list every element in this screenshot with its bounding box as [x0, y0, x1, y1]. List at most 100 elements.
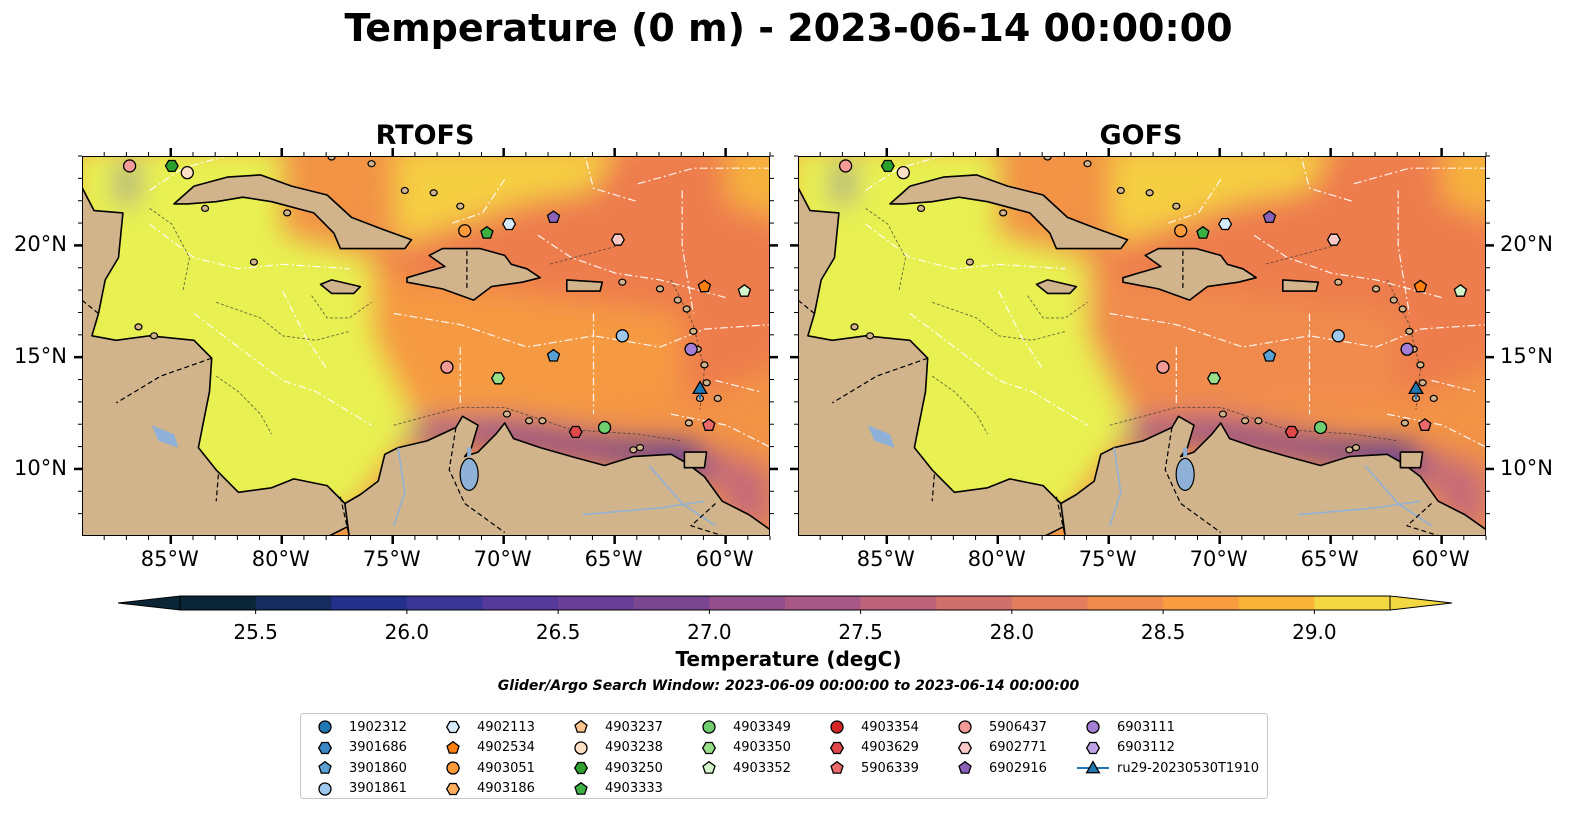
float-marker: [597, 420, 612, 435]
river: [582, 500, 705, 516]
island: [249, 258, 258, 266]
float-marker: [568, 425, 583, 439]
island: [965, 258, 974, 266]
legend-label: 5906339: [861, 760, 919, 776]
float-marker: [1218, 217, 1233, 231]
lon-tick-label: 75°W: [1078, 547, 1137, 571]
float-marker: [737, 283, 752, 297]
hexagon-marker: [445, 782, 461, 795]
legend-label: 6903112: [1117, 740, 1175, 756]
pentagon-marker: [574, 781, 588, 795]
float-marker: [122, 159, 137, 173]
island: [1371, 285, 1381, 293]
legend-label: 6902771: [989, 740, 1047, 756]
bathymetry-contour: [149, 208, 190, 292]
land-trinidad: [683, 451, 708, 469]
legend-column: 6903111 6903112 ru29-20230530T1910: [1075, 717, 1259, 779]
float-marker: [1174, 224, 1188, 238]
float-marker: [1400, 342, 1414, 356]
legend-item: 3901861: [307, 779, 407, 800]
island: [1400, 419, 1409, 427]
legend-label: 5906437: [989, 719, 1047, 735]
legend-label: 6903111: [1117, 719, 1175, 735]
float-marker: [480, 225, 494, 239]
legend-label: ru29-20230530T1910: [1117, 760, 1260, 776]
island: [367, 160, 376, 168]
country-border: [931, 474, 935, 502]
island: [684, 419, 693, 427]
hexagon-marker: [701, 741, 717, 754]
circle-marker-icon: [1075, 718, 1111, 736]
legend-item: 5906339: [819, 758, 919, 779]
island: [429, 189, 438, 197]
bathymetry-contour: [311, 295, 372, 319]
legend-label: 4902534: [477, 740, 535, 756]
pentagon-marker-icon: [563, 718, 599, 736]
land-trinidad: [1399, 451, 1424, 469]
legend-label: 4903237: [605, 719, 663, 735]
circle-marker-icon: [435, 759, 471, 777]
pentagon-marker-icon: [307, 759, 343, 777]
map-panel-rtofs: [82, 156, 770, 536]
bathymetry-contour: [215, 375, 272, 435]
hexagon-marker-icon: [947, 739, 983, 757]
legend-item: ru29-20230530T1910: [1075, 758, 1259, 779]
lon-tick-label: 60°W: [695, 547, 754, 571]
temperature-field: [1442, 157, 1485, 216]
legend-column: 4903349 4903350 4903352: [691, 717, 791, 779]
lake-nicaragua: [151, 425, 179, 448]
hexagon-marker-icon: [1075, 739, 1111, 757]
country-border: [689, 503, 723, 535]
circle-marker: [958, 720, 972, 734]
land-puerto-rico: [1281, 279, 1320, 292]
lon-tick-label: 65°W: [584, 547, 643, 571]
legend-item: 1902312: [307, 717, 407, 738]
legend-label: 6902916: [989, 760, 1047, 776]
circle-marker-icon: [307, 718, 343, 736]
island: [702, 379, 711, 387]
legend-label: 4903354: [861, 719, 919, 735]
colorbar-tick-label: 29.0: [1292, 620, 1337, 644]
land-hispaniola: [1122, 247, 1258, 301]
float-marker: [1313, 420, 1328, 435]
pentagon-marker: [958, 761, 972, 775]
island: [1043, 157, 1052, 161]
lon-tick-label: 70°W: [473, 547, 532, 571]
colorbar-tick-label: 28.0: [989, 620, 1035, 644]
circle-marker-icon: [307, 780, 343, 798]
hexagon-marker-icon: [435, 780, 471, 798]
float-marker: [180, 165, 194, 180]
land-jamaica: [319, 279, 362, 295]
lat-tick-label: 10°N: [14, 455, 67, 480]
hexagon-marker: [957, 741, 973, 754]
legend-item: 6902916: [947, 758, 1047, 779]
float-marker: [502, 217, 517, 231]
legend-column: 5906437 6902771 6902916: [947, 717, 1047, 779]
legend-item: 4903250: [563, 758, 663, 779]
hexagon-marker-icon: [307, 739, 343, 757]
island: [1416, 361, 1425, 369]
legend-item: 4903354: [819, 717, 919, 738]
bathymetry-contour: [216, 301, 350, 341]
country-border: [1055, 496, 1066, 535]
lon-tick-label: 75°W: [362, 547, 421, 571]
colorbar-tick-label: 25.5: [233, 620, 278, 644]
figure-title: Temperature (0 m) - 2023-06-14 00:00:00: [344, 6, 1233, 50]
temperature-field: [1109, 157, 1327, 247]
island: [1418, 379, 1427, 387]
colorbar-extend-low: [117, 595, 181, 611]
float-marker: [1331, 329, 1345, 343]
hexagon-marker-icon: [563, 759, 599, 777]
float-marker: [546, 210, 561, 224]
island: [1405, 327, 1414, 335]
country-border: [115, 357, 212, 404]
pentagon-marker: [318, 761, 332, 775]
float-marker: [1196, 225, 1210, 239]
island: [1116, 186, 1125, 195]
island: [1172, 202, 1181, 210]
eez-boundary: [865, 223, 1066, 270]
legend-label: 3901861: [349, 781, 407, 797]
bathymetry-contour: [393, 406, 683, 442]
pentagon-marker-icon: [819, 759, 855, 777]
colorbar-bin: [709, 596, 786, 610]
